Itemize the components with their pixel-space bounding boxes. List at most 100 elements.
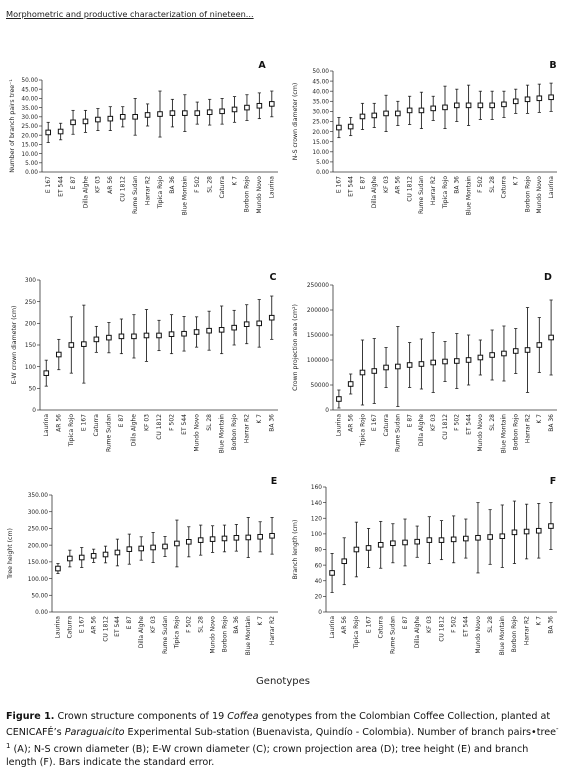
data-point — [244, 104, 250, 111]
data-point — [463, 535, 469, 542]
x-tick-label: Mundo Novo — [193, 414, 200, 452]
data-point — [55, 565, 61, 572]
x-tick-label: Mundo Novo — [209, 616, 216, 654]
y-tick-label: 45.00 — [21, 87, 38, 93]
panel-b: 0.00 5.00 10.00 15.00 20.00 25.00 30.00 35.00 40… — [292, 60, 557, 215]
data-point — [390, 540, 396, 547]
data-point — [341, 558, 348, 565]
x-tick-label: ET 544 — [463, 616, 470, 637]
x-tick-label: BA 36 — [454, 176, 461, 194]
data-point — [477, 102, 484, 109]
data-point — [329, 570, 335, 576]
x-tick-label: K 7 — [256, 414, 263, 424]
y-tick-label: 250 — [25, 300, 36, 306]
y-tick-label: 300.00 — [28, 510, 49, 516]
data-point — [256, 320, 263, 327]
data-point — [57, 128, 64, 135]
data-point — [371, 112, 378, 119]
data-point — [55, 351, 62, 358]
y-tick-label: 50000 — [311, 383, 330, 389]
x-tick-label: F 502 — [168, 414, 175, 431]
data-point — [450, 536, 457, 543]
panel-letter: F — [550, 476, 557, 487]
x-tick-label: AR 56 — [56, 414, 63, 432]
x-tick-label: Borbon Rojo — [231, 414, 238, 451]
y-tick-label: 150 — [25, 343, 36, 349]
x-tick-label: Dilla Alghe — [82, 176, 89, 209]
y-tick-label: 300 — [25, 278, 36, 284]
y-tick-label: 80 — [315, 548, 323, 554]
x-tick-label: Rume Sudan — [418, 176, 425, 214]
data-point — [131, 333, 137, 340]
y-tick-label: 30.00 — [312, 110, 329, 116]
data-point — [453, 358, 460, 364]
x-tick-label: Borbon Rojo — [244, 176, 251, 213]
x-tick-label: AR 56 — [90, 616, 97, 634]
x-tick-label: E 167 — [365, 616, 372, 633]
data-point — [193, 329, 200, 335]
x-tick-label: Blue Montain — [218, 414, 225, 454]
data-point — [418, 107, 425, 114]
data-point — [107, 115, 114, 122]
y-tick-label: 50.00 — [21, 78, 38, 84]
panel-a: 0.00 5.00 10.00 15.00 20.00 25.00 30.00 35.00 40… — [9, 60, 278, 215]
y-tick-label: 120 — [311, 516, 322, 522]
x-tick-label: Laurina — [269, 176, 276, 199]
x-tick-label: Dilla Alghe — [371, 176, 378, 209]
y-tick-label: 0.00 — [35, 610, 48, 616]
x-tick-label: Rume Sudan — [162, 616, 169, 654]
data-point — [218, 327, 225, 333]
x-tick-label: Borbon Rojo — [221, 616, 228, 653]
x-tick-label: Caturra — [501, 176, 508, 199]
y-tick-label: 5.00 — [316, 160, 329, 166]
x-tick-label: E 167 — [371, 414, 378, 431]
x-tick-label: Tipica Rojo — [442, 176, 449, 210]
x-tick-label: SL 28 — [197, 616, 204, 633]
x-tick-label: Rume Sudan — [132, 176, 139, 214]
x-tick-label: BA 36 — [548, 414, 555, 432]
data-point — [138, 545, 145, 552]
y-tick-label: 30.00 — [21, 115, 38, 121]
data-point — [169, 110, 176, 116]
data-point — [206, 327, 212, 334]
x-tick-label: K 7 — [257, 616, 264, 626]
x-tick-label: Mundo Novo — [256, 176, 263, 214]
x-tick-label: Laurina — [548, 176, 555, 199]
y-tick-label: 160 — [311, 485, 322, 491]
y-tick-label: 200 — [25, 322, 36, 328]
x-tick-label: SL 28 — [206, 414, 213, 431]
y-tick-label: 25.00 — [21, 124, 38, 130]
data-point — [377, 542, 384, 548]
data-point — [548, 523, 554, 529]
x-tick-label: E 87 — [126, 616, 133, 630]
x-tick-label: Blue Montain — [499, 616, 506, 656]
y-tick-label: 0.00 — [25, 170, 38, 176]
x-tick-label: Dilla Alghe — [418, 414, 425, 447]
x-tick-label: BA 36 — [548, 616, 555, 634]
x-tick-label: KF 03 — [383, 176, 390, 193]
data-point — [269, 532, 275, 539]
x-tick-label: K 7 — [536, 616, 543, 626]
data-point — [430, 105, 437, 112]
y-tick-label: 50.00 — [31, 593, 48, 599]
data-point — [548, 94, 554, 101]
data-point — [185, 539, 192, 545]
x-tick-label: E 167 — [45, 176, 52, 193]
x-tick-label: Tipica Rojo — [359, 414, 366, 448]
panel-d: 0 50000 100000 150000 200000 250000 Crown proj… — [292, 272, 557, 453]
y-tick-label: 100.00 — [28, 577, 49, 583]
data-point — [81, 341, 87, 347]
x-tick-label: F 502 — [477, 176, 484, 193]
x-tick-label: SL 28 — [487, 616, 494, 633]
x-tick-label: E 87 — [70, 176, 77, 190]
x-tick-label: KF 03 — [426, 616, 433, 633]
x-tick-label: CU 1812 — [438, 616, 445, 642]
data-point — [119, 114, 126, 120]
data-point — [548, 334, 554, 341]
data-point — [90, 553, 97, 559]
x-tick-label: E 87 — [402, 616, 409, 630]
data-point — [512, 348, 519, 354]
panel-letter: C — [270, 272, 277, 283]
x-tick-label: CU 1812 — [156, 414, 163, 440]
y-tick-label: 350.00 — [28, 493, 49, 499]
